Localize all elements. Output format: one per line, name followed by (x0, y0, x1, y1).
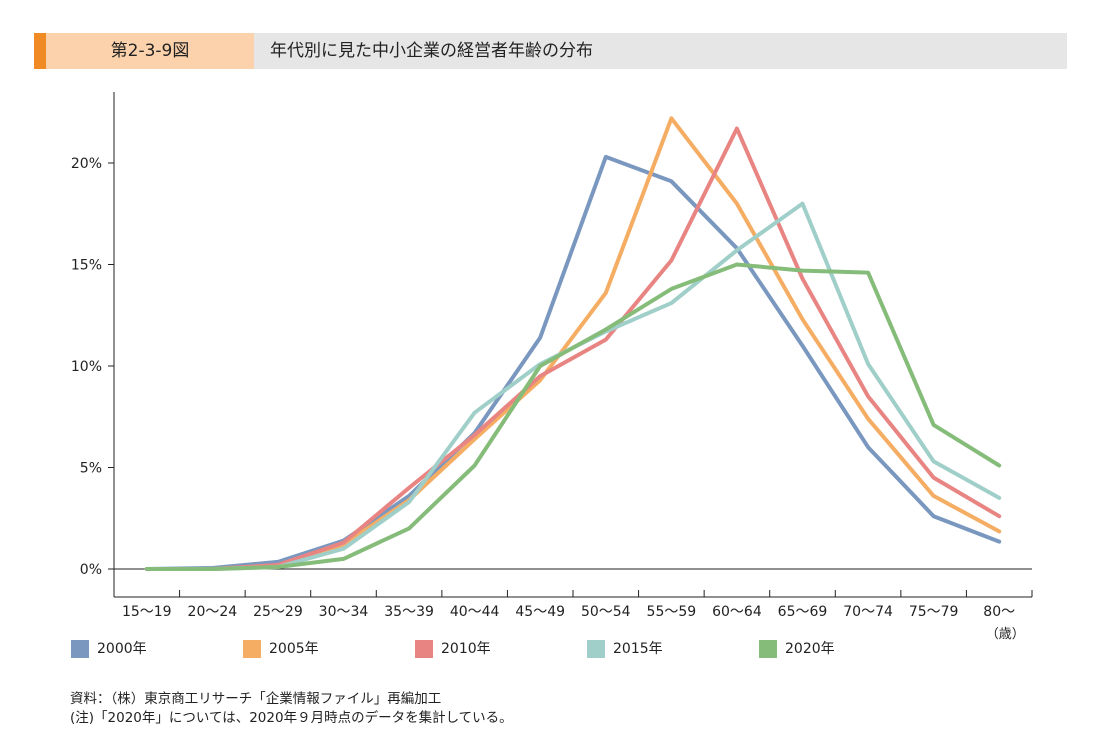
x-tick-label: 60～64 (712, 604, 762, 620)
legend-swatch (587, 640, 605, 658)
figure-header: 第2-3-9図 年代別に見た中小企業の経営者年齢の分布 (34, 33, 1067, 69)
legend-label: 2005年 (269, 641, 319, 657)
chart-legend: 2000年 2005年 2010年 2015年 2020年 (0, 638, 1116, 660)
legend-label: 2015年 (613, 641, 663, 657)
x-tick-label: 15～19 (122, 604, 172, 620)
legend-label: 2000年 (97, 641, 147, 657)
source-note: 資料：（株）東京商工リサーチ「企業情報ファイル」再編加工 (70, 691, 442, 707)
x-tick-label: 50～54 (581, 604, 631, 620)
x-tick-label: 30～34 (319, 604, 369, 620)
legend-swatch (415, 640, 433, 658)
x-tick-label: 20～24 (188, 604, 238, 620)
header-accent-bar (34, 33, 46, 69)
series-line-0 (144, 154, 1002, 571)
y-tick-label: 5% (80, 461, 102, 477)
series-line-3 (144, 201, 1002, 571)
line-chart: 0% 5% 10% 15% 20% 15～19 20～24 25～29 30～34 35～39 40… (71, 92, 1033, 640)
x-tick-label: 65～69 (778, 604, 828, 620)
notes: 資料：（株）東京商工リサーチ「企業情報ファイル」再編加工 (注)「2020年」に… (70, 690, 513, 728)
x-tick-label: 25～29 (253, 604, 303, 620)
x-tick-label: 40～44 (450, 604, 500, 620)
legend-swatch (243, 640, 261, 658)
legend-label: 2020年 (785, 641, 835, 657)
y-tick-label: 15% (71, 258, 102, 274)
x-tick-label: 80～ (983, 604, 1015, 620)
footnote: (注)「2020年」については、2020年９月時点のデータを集計している。 (70, 710, 513, 726)
x-tick-label: 70～74 (843, 604, 893, 620)
x-unit-label: （歳） (986, 627, 1025, 640)
x-tick-label: 55～59 (647, 604, 697, 620)
y-tick-label: 0% (80, 562, 102, 578)
legend-swatch (759, 640, 777, 658)
series-line-1 (144, 116, 1002, 571)
y-tick-label: 20% (71, 156, 102, 172)
legend-label: 2010年 (441, 641, 491, 657)
figure-number: 第2-3-9図 (46, 33, 254, 69)
series-line-2 (144, 126, 1002, 571)
chart-title: 年代別に見た中小企業の経営者年齢の分布 (270, 41, 593, 61)
y-tick-label: 10% (71, 359, 102, 375)
x-tick-label: 35～39 (384, 604, 434, 620)
legend-swatch (71, 640, 89, 658)
series-lines (144, 116, 1002, 571)
x-tick-label: 75～79 (909, 604, 959, 620)
series-line-4 (144, 262, 1002, 571)
x-tick-label: 45～49 (515, 604, 565, 620)
chart-axes: 0% 5% 10% 15% 20% 15～19 20～24 25～29 30～34 35～39 40… (71, 92, 1033, 640)
